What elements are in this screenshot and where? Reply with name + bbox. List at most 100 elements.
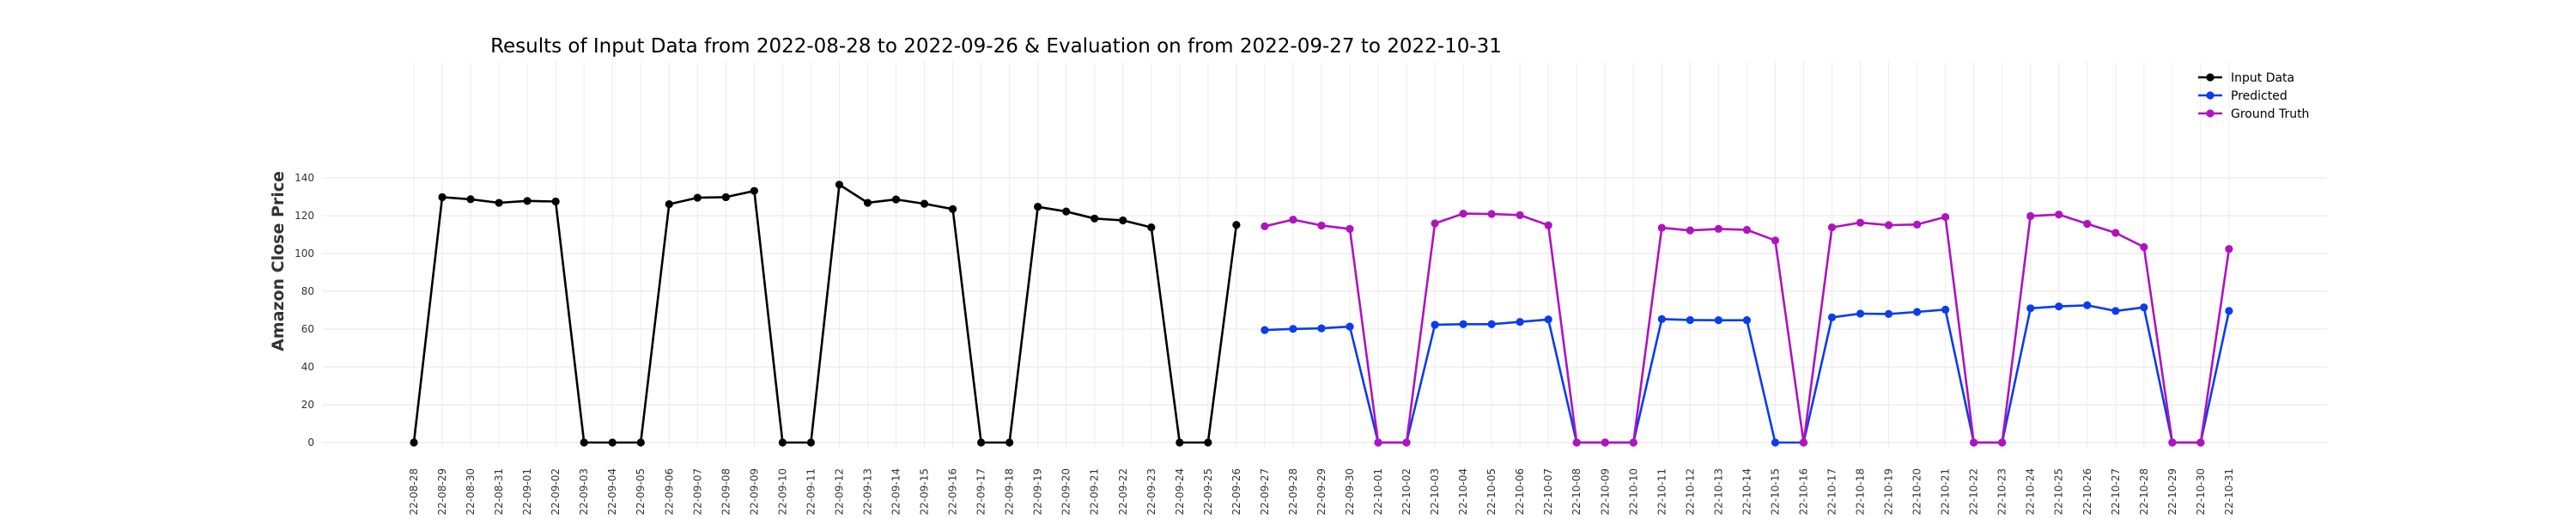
- data-point-ground-truth: [2196, 438, 2205, 447]
- data-point-predicted: [1289, 325, 1297, 333]
- data-point-ground-truth: [1601, 438, 1609, 447]
- x-tick-label: 2022-10-18: [1855, 468, 1867, 516]
- x-tick-label: 2022-10-07: [1542, 468, 1554, 516]
- x-tick-label: 2022-08-30: [465, 468, 477, 516]
- legend-label: Input Data: [2231, 71, 2294, 85]
- y-axis-label: Amazon Close Price: [269, 171, 288, 351]
- x-tick-label: 2022-09-25: [1202, 468, 1214, 516]
- data-point-predicted: [1431, 321, 1439, 329]
- data-point-predicted: [1912, 308, 1922, 316]
- data-point-input-data: [1232, 221, 1241, 229]
- x-tick-label: 2022-09-10: [776, 468, 788, 516]
- x-tick-label: 2022-08-28: [408, 468, 420, 516]
- series-input-data: [410, 180, 1241, 447]
- data-point-input-data: [1091, 214, 1099, 223]
- data-point-ground-truth: [1884, 221, 1893, 229]
- data-point-ground-truth: [1317, 221, 1326, 230]
- legend-label: Ground Truth: [2231, 107, 2309, 121]
- x-tick-label: 2022-09-06: [663, 468, 675, 516]
- x-tick-label: 2022-09-04: [606, 468, 618, 516]
- data-point-input-data: [580, 438, 588, 447]
- legend-item-input-data: Input Data: [2198, 71, 2294, 85]
- data-point-input-data: [721, 192, 730, 202]
- data-point-ground-truth: [1771, 236, 1780, 245]
- data-point-input-data: [438, 192, 447, 202]
- data-point-input-data: [806, 438, 816, 447]
- x-tick-label: 2022-10-01: [1372, 468, 1384, 516]
- y-tick-label: 140: [295, 172, 314, 184]
- legend-swatch-marker: [2206, 91, 2215, 100]
- data-point-ground-truth: [1629, 438, 1637, 447]
- y-tick-label: 80: [301, 285, 314, 297]
- x-tick-label: 2022-10-04: [1457, 468, 1469, 516]
- x-tick-label: 2022-09-26: [1230, 468, 1242, 516]
- data-point-ground-truth: [1402, 438, 1411, 447]
- data-point-input-data: [920, 199, 929, 208]
- x-tick-label: 2022-09-07: [691, 468, 703, 516]
- data-point-predicted: [1714, 316, 1722, 325]
- data-point-predicted: [1317, 324, 1326, 333]
- x-tick-label: 2022-10-08: [1571, 468, 1583, 516]
- legend-swatch-marker: [2206, 109, 2215, 118]
- data-point-input-data: [1119, 216, 1127, 225]
- x-tick-label: 2022-10-10: [1627, 468, 1639, 516]
- x-tick-label: 2022-09-30: [1344, 468, 1356, 516]
- data-point-input-data: [693, 193, 702, 202]
- data-point-ground-truth: [2225, 245, 2233, 253]
- x-tick-label: 2022-09-08: [720, 468, 732, 516]
- x-tick-label: 2022-09-13: [861, 468, 873, 516]
- data-point-input-data: [1062, 207, 1071, 216]
- y-axis-ticks: 0 20 40 60 80 100 120 140: [295, 172, 314, 449]
- x-tick-label: 2022-09-05: [635, 468, 647, 516]
- data-point-predicted: [1459, 320, 1467, 328]
- x-tick-label: 2022-09-12: [833, 468, 845, 516]
- x-tick-label: 2022-10-15: [1769, 468, 1781, 516]
- x-tick-label: 2022-10-22: [1968, 468, 1980, 516]
- data-point-ground-truth: [1856, 218, 1865, 227]
- x-tick-label: 2022-10-30: [2195, 468, 2207, 516]
- data-point-predicted: [2083, 301, 2092, 309]
- data-point-predicted: [1487, 320, 1496, 328]
- data-point-ground-truth: [1742, 225, 1752, 235]
- data-point-ground-truth: [1686, 226, 1694, 235]
- data-point-input-data: [495, 198, 503, 207]
- data-point-ground-truth: [1827, 223, 1837, 232]
- data-point-predicted: [2225, 307, 2233, 315]
- x-tick-label: 2022-10-25: [2053, 468, 2065, 516]
- data-point-ground-truth: [2026, 211, 2035, 221]
- data-point-ground-truth: [1970, 438, 1978, 447]
- x-tick-label: 2022-10-09: [1599, 468, 1611, 516]
- data-point-input-data: [466, 195, 475, 204]
- legend-item-ground-truth: Ground Truth: [2198, 107, 2309, 121]
- x-tick-label: 2022-09-17: [975, 468, 987, 516]
- data-point-input-data: [750, 186, 758, 195]
- data-point-ground-truth: [1998, 438, 2007, 447]
- x-tick-label: 2022-09-16: [947, 468, 959, 516]
- x-tick-label: 2022-10-29: [2166, 468, 2178, 516]
- x-tick-label: 2022-09-03: [578, 468, 590, 516]
- legend-swatch-marker: [2206, 73, 2215, 82]
- x-tick-label: 2022-10-24: [2025, 468, 2037, 516]
- data-point-input-data: [835, 180, 844, 189]
- x-tick-label: 2022-09-29: [1315, 468, 1327, 516]
- data-point-input-data: [863, 198, 872, 207]
- data-point-input-data: [948, 205, 957, 213]
- grid: [322, 62, 2327, 449]
- x-tick-label: 2022-10-31: [2223, 468, 2235, 516]
- x-tick-label: 2022-09-22: [1117, 468, 1129, 516]
- legend-label: Predicted: [2231, 89, 2287, 103]
- data-point-input-data: [608, 438, 617, 447]
- data-point-predicted: [2140, 303, 2148, 312]
- series-ground-truth: [1261, 209, 2233, 447]
- data-point-predicted: [1941, 305, 1950, 314]
- data-point-ground-truth: [1799, 438, 1808, 447]
- data-point-ground-truth: [1516, 211, 1524, 219]
- data-point-predicted: [1856, 309, 1865, 318]
- data-point-input-data: [551, 197, 560, 206]
- x-tick-label: 2022-08-31: [493, 468, 505, 516]
- data-point-ground-truth: [2055, 211, 2063, 219]
- data-point-predicted: [1544, 315, 1552, 324]
- data-point-input-data: [636, 438, 645, 447]
- x-tick-label: 2022-09-20: [1060, 468, 1072, 516]
